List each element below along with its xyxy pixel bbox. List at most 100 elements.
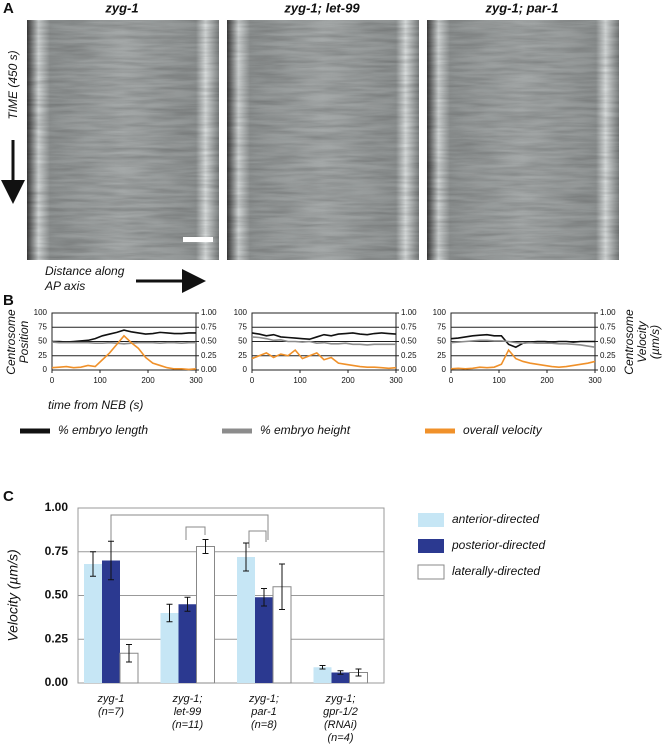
kymograph [227,20,419,260]
x-tick-label: 300 [588,376,602,385]
y2-tick-label: 0.25 [201,351,217,360]
x-tick-label: zyg-1; [248,693,279,705]
data-line [450,339,596,348]
data-line [450,348,596,370]
y-tick-label: 0 [43,365,48,374]
y-axis-label: Centrosome [4,309,18,375]
y2-tick-label: 0.50 [600,337,616,346]
axis-label: TIME (450 s) [6,50,20,119]
y2-tick-label: 0.75 [201,322,217,331]
y-tick-label: 0.75 [45,544,69,558]
y2-tick-label: 0.50 [401,337,417,346]
bar [102,560,120,683]
x-tick-label: zyg-1 [97,693,125,705]
bar [196,546,215,684]
bar [313,667,332,683]
y2-tick-label: 0.00 [201,365,217,374]
error-bar [202,539,209,554]
significance-brackets [110,514,269,548]
error-bar [243,542,249,572]
x-tick-label: (n=7) [98,706,124,718]
error-bar [319,665,326,670]
legend-swatch [417,564,445,580]
y2-tick-label: 0.75 [600,322,616,331]
legend-label: laterally-directed [452,564,540,578]
x-tick-label: 300 [389,376,403,385]
y-tick-label: 100 [433,308,447,317]
y-tick-label: 0.00 [45,675,69,689]
y2-axis-label: (µm/s) [648,325,662,359]
panel-label: A [3,0,14,17]
y2-tick-label: 0.00 [401,365,417,374]
x-tick-label: (n=4) [328,732,354,744]
x-tick-label: (n=8) [251,719,277,731]
x-tick-label: 100 [293,376,307,385]
scale-bar [183,237,213,242]
x-axis-label: time from NEB (s) [48,398,143,412]
y-tick-label: 1.00 [45,500,69,514]
error-bar [355,668,362,677]
y-tick-label: 50 [437,337,446,346]
legend-label: posterior-directed [451,538,545,552]
data-line [51,334,197,371]
x-tick-label: 0 [449,376,454,385]
bar [160,613,179,683]
y2-tick-label: 1.00 [401,308,417,317]
error-bar [108,540,114,581]
x-tick-label: zyg-1; [325,693,356,705]
y-tick-label: 50 [238,337,247,346]
x-tick-label: par-1 [250,706,276,718]
bar [237,557,255,683]
data-line [52,329,196,343]
y-tick-label: 0.25 [45,631,69,645]
panel-title: zyg-1 [104,0,138,15]
legend-label: % embryo height [260,423,351,437]
data-line [251,336,396,346]
axis-label: Distance along [45,264,125,278]
error-bar [184,596,191,612]
error-bar [126,644,132,663]
x-tick-label: zyg-1; [172,693,203,705]
data-line [51,341,196,345]
x-tick-label: 100 [93,376,107,385]
y2-tick-label: 1.00 [600,308,616,317]
x-tick-label: 200 [341,376,355,385]
y2-tick-label: 0.75 [401,322,417,331]
bar [255,597,273,683]
y-tick-label: 75 [238,322,247,331]
x-tick-label: 200 [540,376,554,385]
panel-label: B [3,292,14,309]
y2-tick-label: 1.00 [201,308,217,317]
error-bar [261,588,267,607]
y2-tick-label: 0.50 [201,337,217,346]
bar [84,564,102,683]
y-axis-label: Velocity (µm/s) [5,549,21,641]
x-tick-label: gpr-1/2 [323,706,358,718]
error-bar [166,603,173,623]
y-tick-label: 75 [38,322,47,331]
y-tick-label: 0 [442,365,447,374]
axis-label: AP axis [44,279,85,293]
y2-tick-label: 0.25 [401,351,417,360]
kymograph [27,20,219,260]
error-bar [90,551,96,577]
x-tick-label: 100 [492,376,506,385]
x-tick-label: let-99 [174,706,202,718]
data-line [251,348,397,370]
legend-label: anterior-directed [452,512,539,526]
bar [178,604,197,683]
y2-tick-label: 0.00 [600,365,616,374]
x-tick-label: 200 [141,376,155,385]
x-tick-label: (n=11) [172,719,204,731]
y-tick-label: 100 [234,308,248,317]
y-tick-label: 25 [437,351,446,360]
data-line [251,332,397,341]
bar [331,672,350,683]
x-tick-label: 0 [50,376,55,385]
y-tick-label: 25 [38,351,47,360]
error-bar [337,670,344,675]
y2-axis-label: Velocity [635,320,649,363]
legend-swatch [418,539,444,553]
y2-tick-label: 0.25 [600,351,616,360]
